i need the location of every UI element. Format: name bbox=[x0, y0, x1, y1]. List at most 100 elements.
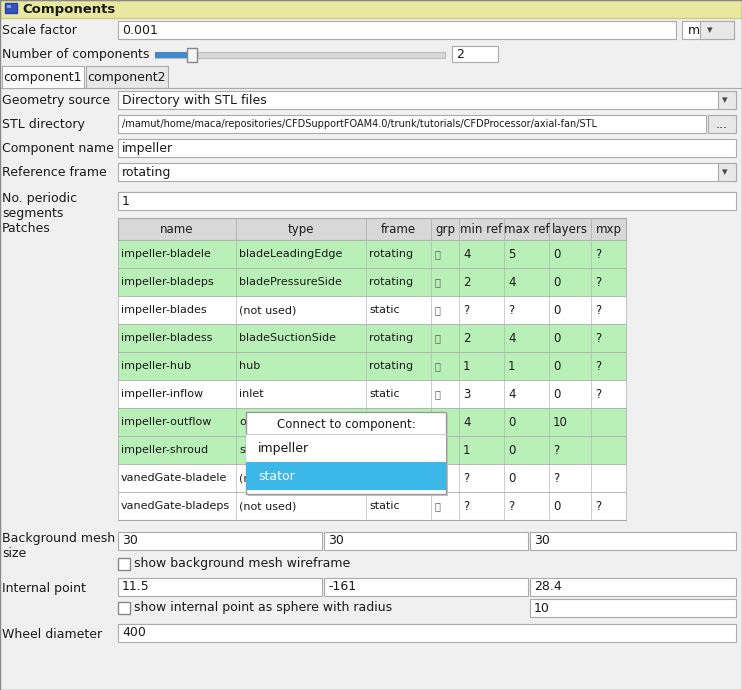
Text: No. periodic
segments: No. periodic segments bbox=[2, 192, 77, 220]
Text: Internal point: Internal point bbox=[2, 582, 86, 595]
Text: ▾: ▾ bbox=[722, 95, 728, 105]
Text: 10: 10 bbox=[553, 415, 568, 428]
Text: rotating: rotating bbox=[369, 361, 413, 371]
Text: ?: ? bbox=[595, 304, 601, 317]
Text: 3: 3 bbox=[463, 388, 470, 400]
Text: 2: 2 bbox=[456, 48, 464, 61]
Text: ?: ? bbox=[463, 304, 469, 317]
Text: Connect to component:: Connect to component: bbox=[277, 417, 416, 431]
Text: 10: 10 bbox=[534, 602, 550, 615]
Text: impeller: impeller bbox=[122, 141, 173, 155]
Text: 🔒: 🔒 bbox=[435, 389, 441, 399]
Text: static: static bbox=[369, 305, 400, 315]
Text: impeller-hub: impeller-hub bbox=[121, 361, 191, 371]
Text: 30: 30 bbox=[122, 535, 138, 547]
Text: rotating: rotating bbox=[369, 277, 413, 287]
Bar bbox=[187, 48, 197, 62]
Bar bbox=[246, 412, 446, 494]
Text: impeller-blades: impeller-blades bbox=[121, 305, 206, 315]
Bar bbox=[155, 52, 445, 58]
Bar bbox=[118, 380, 626, 408]
Text: Patches: Patches bbox=[2, 222, 50, 235]
Text: 0: 0 bbox=[553, 388, 560, 400]
Text: Geometry source: Geometry source bbox=[2, 94, 110, 106]
Text: bladePressureSide: bladePressureSide bbox=[239, 277, 342, 287]
Bar bbox=[246, 434, 446, 462]
Bar bbox=[118, 163, 736, 181]
Text: shroud: shroud bbox=[239, 445, 278, 455]
Text: ▾: ▾ bbox=[707, 25, 712, 35]
Text: 0: 0 bbox=[553, 500, 560, 513]
Text: Components: Components bbox=[22, 3, 115, 15]
Text: 0: 0 bbox=[508, 471, 516, 484]
Text: (not used): (not used) bbox=[239, 473, 296, 483]
Bar bbox=[324, 532, 528, 550]
Text: ?: ? bbox=[508, 304, 514, 317]
Bar bbox=[452, 46, 498, 62]
Text: 🔒: 🔒 bbox=[435, 277, 441, 287]
Bar bbox=[118, 532, 322, 550]
Text: impeller-bladeps: impeller-bladeps bbox=[121, 277, 214, 287]
Text: bladeSuctionSide: bladeSuctionSide bbox=[239, 333, 336, 343]
Text: ▾: ▾ bbox=[722, 167, 728, 177]
Bar bbox=[246, 462, 446, 490]
Text: 2: 2 bbox=[463, 275, 470, 288]
Text: ?: ? bbox=[595, 331, 601, 344]
Text: impeller-bladess: impeller-bladess bbox=[121, 333, 212, 343]
Bar bbox=[118, 139, 736, 157]
Text: 28.4: 28.4 bbox=[534, 580, 562, 593]
Text: 0: 0 bbox=[508, 444, 516, 457]
Bar bbox=[118, 602, 130, 614]
Text: Reference frame: Reference frame bbox=[2, 166, 107, 179]
Text: Number of components: Number of components bbox=[2, 48, 149, 61]
Text: 🔒: 🔒 bbox=[435, 249, 441, 259]
Text: stator: stator bbox=[258, 469, 295, 482]
Bar bbox=[118, 492, 626, 520]
Text: vanedGate-bladele: vanedGate-bladele bbox=[121, 473, 227, 483]
Text: 0: 0 bbox=[553, 304, 560, 317]
Text: frame: frame bbox=[381, 222, 416, 235]
Text: Component name: Component name bbox=[2, 141, 114, 155]
Text: component1: component1 bbox=[4, 70, 82, 83]
Text: ?: ? bbox=[463, 500, 469, 513]
Text: rotating: rotating bbox=[369, 249, 413, 259]
Text: 0: 0 bbox=[553, 248, 560, 261]
Bar bbox=[682, 21, 734, 39]
Text: 4: 4 bbox=[508, 331, 516, 344]
Text: component2: component2 bbox=[88, 70, 166, 83]
Text: max ref: max ref bbox=[504, 222, 549, 235]
Bar bbox=[0, 0, 742, 18]
Text: ?: ? bbox=[553, 471, 559, 484]
Bar bbox=[324, 578, 528, 596]
Text: -161: -161 bbox=[328, 580, 356, 593]
Text: rotating: rotating bbox=[122, 166, 171, 179]
Text: Background mesh
size: Background mesh size bbox=[2, 532, 115, 560]
Bar bbox=[718, 163, 736, 181]
Bar bbox=[118, 408, 626, 436]
Text: impeller: impeller bbox=[258, 442, 309, 455]
Text: mxp: mxp bbox=[596, 222, 622, 235]
Bar bbox=[118, 578, 322, 596]
Text: (not used): (not used) bbox=[239, 501, 296, 511]
Text: 4: 4 bbox=[508, 275, 516, 288]
Text: 🔒: 🔒 bbox=[435, 501, 441, 511]
Text: type: type bbox=[288, 222, 315, 235]
Text: show internal point as sphere with radius: show internal point as sphere with radiu… bbox=[134, 602, 392, 615]
Text: bladeLeadingEdge: bladeLeadingEdge bbox=[239, 249, 342, 259]
Text: 2: 2 bbox=[463, 331, 470, 344]
Text: name: name bbox=[160, 222, 194, 235]
Bar bbox=[155, 52, 193, 58]
Bar bbox=[118, 115, 706, 133]
Text: impeller-shroud: impeller-shroud bbox=[121, 445, 208, 455]
Text: inlet: inlet bbox=[239, 389, 263, 399]
Text: 0: 0 bbox=[553, 359, 560, 373]
Text: 🔒: 🔒 bbox=[435, 417, 441, 427]
Text: /mamut/home/maca/repositories/CFDSupportFOAM4.0/trunk/tutorials/CFDProcessor/axi: /mamut/home/maca/repositories/CFDSupport… bbox=[122, 119, 597, 129]
Text: 🔒: 🔒 bbox=[435, 361, 441, 371]
Text: grp: grp bbox=[435, 222, 455, 235]
Text: static: static bbox=[369, 389, 400, 399]
Text: rotating: rotating bbox=[369, 417, 413, 427]
Bar bbox=[86, 66, 168, 88]
Text: ?: ? bbox=[553, 444, 559, 457]
Text: ?: ? bbox=[595, 248, 601, 261]
